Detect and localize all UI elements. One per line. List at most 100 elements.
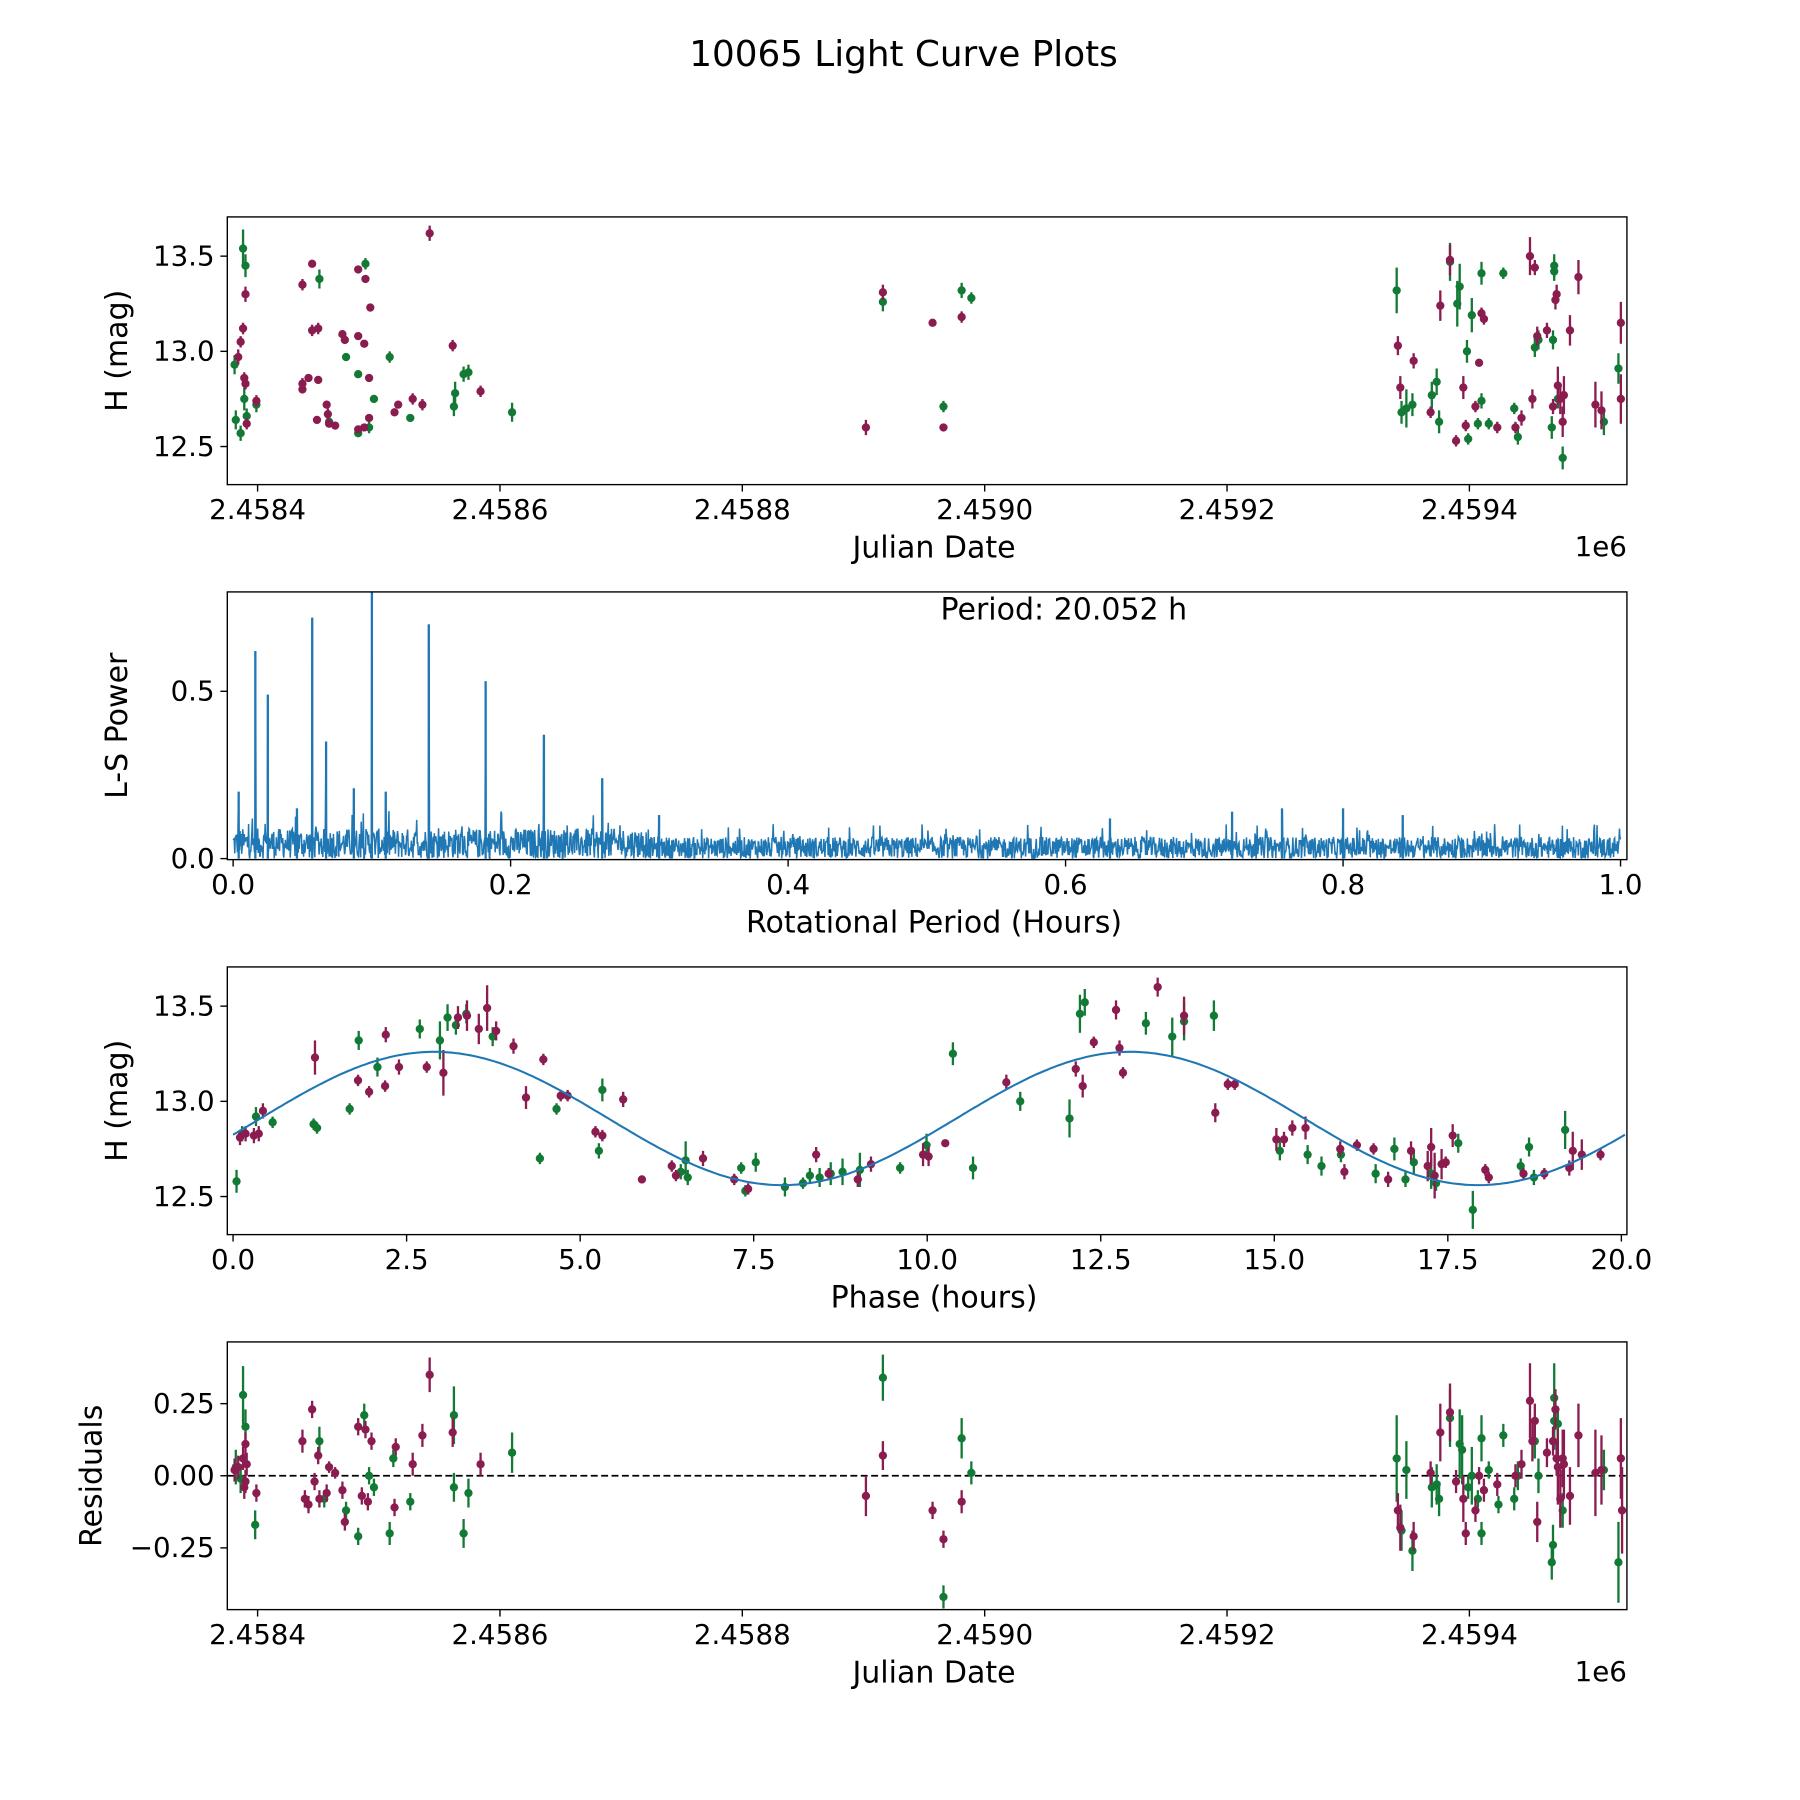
data-point: [1168, 1032, 1177, 1041]
data-point: [1548, 335, 1558, 345]
data-point: [1484, 419, 1493, 428]
data-point: [1111, 1005, 1121, 1015]
y-tick-label: 13.0: [153, 1085, 215, 1118]
data-point: [1451, 436, 1461, 445]
data-point: [1559, 1460, 1569, 1469]
data-point: [268, 1118, 277, 1127]
data-point: [1464, 434, 1473, 444]
data-point: [304, 373, 313, 383]
data-point: [1461, 421, 1470, 430]
x-tick-label: 17.5: [1417, 1243, 1479, 1276]
data-point: [394, 400, 403, 409]
plot-area: [232, 977, 1626, 1229]
data-point: [1454, 1139, 1463, 1148]
data-point: [474, 1024, 483, 1034]
data-point: [1493, 1480, 1502, 1489]
data-point: [354, 331, 363, 341]
data-point: [948, 1049, 958, 1058]
x-tick-label: 0.6: [1044, 868, 1088, 901]
data-point: [363, 1497, 373, 1506]
data-point: [1477, 1529, 1486, 1538]
data-point: [1473, 419, 1483, 428]
data-point: [1455, 282, 1464, 291]
data-point: [824, 1169, 833, 1178]
x-axis-label: Phase (hours): [831, 1280, 1038, 1315]
data-point: [435, 1036, 445, 1045]
data-point: [234, 352, 243, 362]
data-point: [448, 1428, 457, 1437]
data-point: [1499, 1431, 1508, 1440]
data-point: [232, 1177, 241, 1186]
data-point: [812, 1150, 821, 1159]
data-point: [1464, 1483, 1473, 1492]
data-point: [1596, 1150, 1605, 1159]
data-point: [957, 286, 966, 295]
data-point: [314, 1451, 323, 1460]
data-point: [415, 1024, 424, 1034]
data-point: [1511, 423, 1520, 432]
data-point: [1401, 1175, 1410, 1184]
data-point: [310, 1053, 320, 1062]
data-point: [535, 1154, 545, 1163]
phase-folded-panel: 0.0 2.5 5.0 7.5 10.0 12.5 15.0 17.5 20.0 12.5 13.0…: [100, 966, 1653, 1315]
data-point: [1371, 1169, 1380, 1178]
data-point: [1002, 1078, 1011, 1087]
data-point: [1574, 272, 1583, 282]
data-point: [369, 1483, 379, 1492]
data-point: [1533, 1517, 1542, 1527]
data-point: [619, 1095, 628, 1104]
periodogram-panel: Period: 20.052 h 0.0 0.2 0.4 0.6 0.8 1.0 0.0 0.5…: [100, 591, 1643, 940]
data-point: [298, 1437, 307, 1446]
data-point: [1468, 1205, 1477, 1215]
x-tick-label: 20.0: [1591, 1243, 1653, 1276]
data-point: [312, 1123, 322, 1133]
data-point: [353, 1076, 363, 1085]
data-point: [322, 1488, 331, 1498]
data-point: [459, 1529, 468, 1538]
data-point: [307, 1405, 317, 1414]
data-point: [1533, 331, 1542, 341]
data-point: [698, 1154, 708, 1163]
data-point: [298, 379, 307, 388]
data-point: [1369, 1144, 1378, 1154]
data-point: [241, 1422, 250, 1431]
data-point: [354, 1036, 363, 1045]
data-point: [1513, 432, 1523, 442]
data-point: [1396, 383, 1405, 392]
data-point: [671, 1171, 681, 1180]
data-point: [360, 1411, 369, 1420]
data-point: [667, 1161, 676, 1171]
data-point: [373, 1062, 382, 1072]
data-point: [241, 1439, 250, 1449]
data-point: [241, 290, 250, 299]
plot-area: [227, 1354, 1627, 1609]
data-point: [1275, 1146, 1285, 1155]
data-point: [1616, 1454, 1626, 1463]
data-point: [449, 1411, 459, 1420]
data-point: [861, 1491, 871, 1501]
y-axis-label: H (mag): [100, 290, 135, 412]
data-point: [391, 1442, 400, 1452]
data-point: [361, 274, 370, 284]
data-point: [354, 1422, 363, 1431]
data-point: [1392, 286, 1401, 295]
x-tick-label: 2.4584: [209, 1618, 306, 1651]
data-point: [408, 1460, 417, 1469]
data-point: [853, 1175, 862, 1184]
data-point: [341, 352, 351, 362]
data-point: [242, 419, 251, 428]
data-point: [307, 259, 317, 268]
data-point: [422, 1062, 431, 1072]
data-point: [1434, 417, 1444, 426]
data-point: [242, 411, 251, 421]
data-point: [1542, 1448, 1552, 1457]
data-point: [594, 1146, 604, 1155]
data-point: [1393, 341, 1403, 350]
data-point: [1559, 390, 1569, 400]
data-point: [1558, 453, 1567, 463]
data-point: [968, 1163, 978, 1173]
data-point: [312, 415, 322, 425]
data-point: [1279, 1135, 1289, 1144]
data-point: [1517, 1460, 1526, 1469]
